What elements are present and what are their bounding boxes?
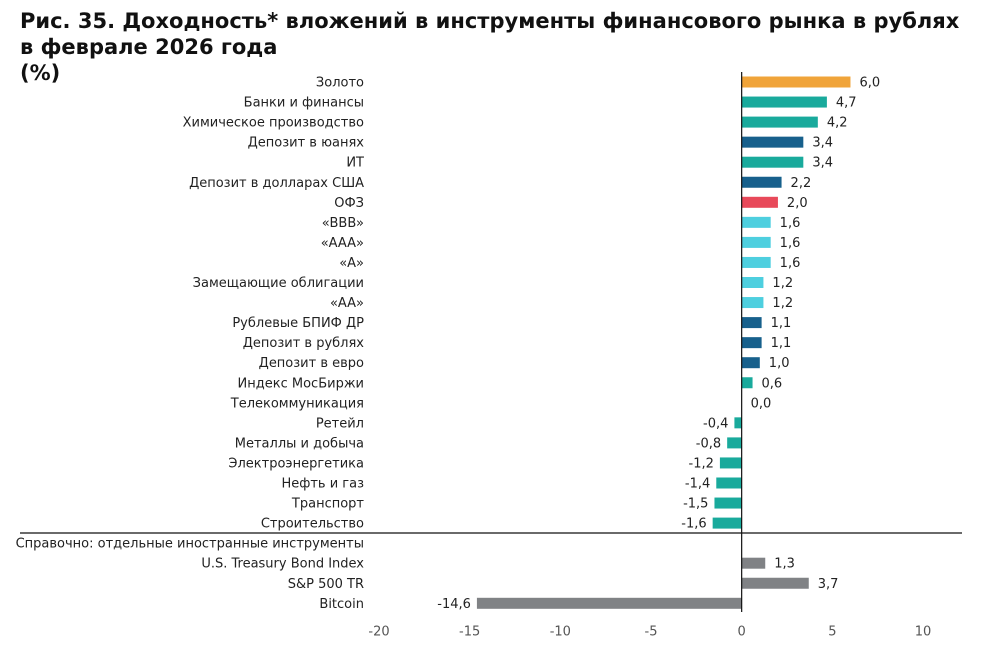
category-label: Телекоммуникация xyxy=(230,396,364,411)
x-tick-label: 5 xyxy=(828,625,836,640)
value-label: 0,6 xyxy=(762,376,783,391)
value-label: 3,4 xyxy=(812,136,833,151)
category-label: Строительство xyxy=(261,517,364,532)
bar xyxy=(741,136,804,148)
category-label: «AA» xyxy=(330,296,364,311)
chart-title: в феврале 2026 года xyxy=(20,35,277,59)
value-label: 1,6 xyxy=(780,216,801,231)
bar xyxy=(741,196,778,208)
category-label: Электроэнергетика xyxy=(228,456,364,471)
value-label: 1,1 xyxy=(771,336,792,351)
bar xyxy=(734,417,742,429)
category-label: Нефть и газ xyxy=(281,477,364,492)
category-label: Золото xyxy=(316,76,364,91)
bar xyxy=(741,377,753,389)
bar xyxy=(741,116,818,128)
category-label: Депозит в долларах США xyxy=(189,176,364,191)
bar xyxy=(714,497,742,509)
bar xyxy=(741,577,809,589)
value-label: -1,4 xyxy=(685,477,710,492)
value-label: 1,6 xyxy=(780,236,801,251)
bar xyxy=(741,557,766,569)
value-label: 1,0 xyxy=(769,356,790,371)
value-label: 4,2 xyxy=(827,116,848,131)
chart-title: (%) xyxy=(20,61,60,85)
value-label: 2,2 xyxy=(791,176,812,191)
category-label: Металлы и добыча xyxy=(235,436,364,451)
bar xyxy=(741,96,827,108)
category-label: «A» xyxy=(339,256,364,271)
bar xyxy=(741,357,760,369)
bar xyxy=(741,256,771,268)
category-label: Банки и финансы xyxy=(244,96,364,111)
value-label: 3,7 xyxy=(818,577,839,592)
value-label: -14,6 xyxy=(437,597,471,612)
bar xyxy=(741,297,764,309)
bar xyxy=(741,236,771,248)
value-label: 2,0 xyxy=(787,196,808,211)
value-label: 4,7 xyxy=(836,96,857,111)
value-label: -1,2 xyxy=(689,456,714,471)
category-label: Рублевые БПИФ ДР xyxy=(232,316,364,331)
value-label: 1,2 xyxy=(772,276,793,291)
value-label: 1,1 xyxy=(771,316,792,331)
x-tick-label: 10 xyxy=(915,625,932,640)
value-label: 0,0 xyxy=(751,396,772,411)
value-label: 6,0 xyxy=(859,76,880,91)
bar xyxy=(719,457,742,469)
bar xyxy=(741,216,771,228)
bar xyxy=(727,437,742,449)
bar xyxy=(741,337,762,349)
x-tick-label: -15 xyxy=(459,625,480,640)
bar xyxy=(741,156,804,168)
value-label: -1,5 xyxy=(683,497,708,512)
bar xyxy=(741,317,762,329)
category-label: Депозит в евро xyxy=(259,356,364,371)
category-label: Индекс МосБиржи xyxy=(238,376,364,391)
x-tick-label: -20 xyxy=(368,625,389,640)
value-label: 3,4 xyxy=(812,156,833,171)
category-label: «AAA» xyxy=(321,236,364,251)
category-label: Депозит в рублях xyxy=(243,336,365,351)
x-tick-label: -10 xyxy=(550,625,571,640)
value-label: -0,8 xyxy=(696,436,721,451)
category-label: U.S. Treasury Bond Index xyxy=(201,557,364,572)
category-label: Депозит в юанях xyxy=(248,136,365,151)
category-label: «BBB» xyxy=(322,216,364,231)
chart-title: Рис. 35. Доходность* вложений в инструме… xyxy=(20,9,960,33)
category-label: Ретейл xyxy=(316,416,364,431)
value-label: 1,6 xyxy=(780,256,801,271)
bar xyxy=(712,517,742,529)
value-label: 1,2 xyxy=(772,296,793,311)
value-label: -1,6 xyxy=(681,517,706,532)
category-label: ОФЗ xyxy=(334,196,364,211)
bar xyxy=(476,597,742,609)
bar xyxy=(741,277,764,288)
category-label: Химическое производство xyxy=(183,116,364,131)
x-tick-label: -5 xyxy=(645,625,658,640)
bar xyxy=(741,76,851,88)
category-label: Справочно: отдельные иностранные инструм… xyxy=(16,537,364,552)
value-label: -0,4 xyxy=(703,416,728,431)
category-label: ИТ xyxy=(346,156,364,171)
x-tick-label: 0 xyxy=(738,625,746,640)
category-label: Транспорт xyxy=(291,497,365,512)
value-label: 1,3 xyxy=(774,557,795,572)
bar xyxy=(741,176,782,188)
category-label: Замещающие облигации xyxy=(193,276,364,291)
category-label: Bitcoin xyxy=(319,597,364,612)
bar xyxy=(716,477,742,489)
category-label: S&P 500 TR xyxy=(288,577,364,592)
